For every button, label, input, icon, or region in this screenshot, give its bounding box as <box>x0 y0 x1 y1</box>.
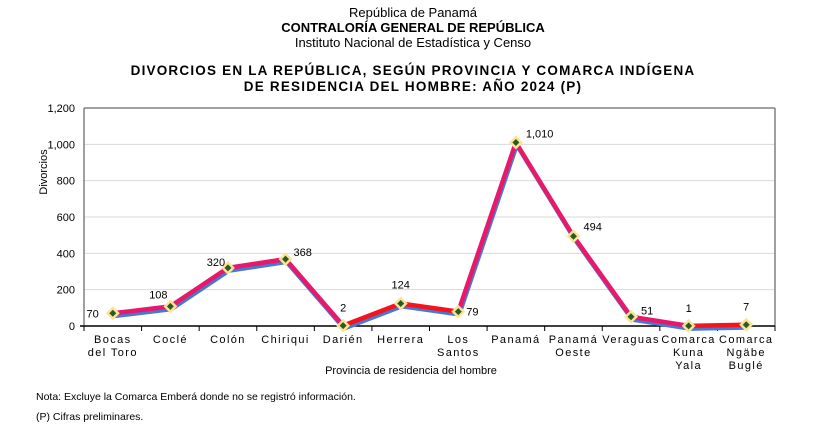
x-tick-label: Los <box>447 334 469 346</box>
y-axis-title: Divorcios <box>38 149 50 195</box>
data-point-marker-center <box>569 232 577 240</box>
data-label: 1,010 <box>526 129 554 141</box>
x-tick-label: Panamá <box>491 334 540 346</box>
footnote-exclusion: Nota: Excluye la Comarca Emberá donde no… <box>36 391 356 403</box>
y-tick-label: 400 <box>57 248 75 260</box>
data-label: 51 <box>641 306 653 318</box>
data-point-marker-center <box>512 139 520 147</box>
footnote-preliminary: (P) Cifras preliminares. <box>36 411 144 423</box>
x-tick-label: Herrera <box>377 334 424 346</box>
header-institution: CONTRALORÍA GENERAL DE REPÚBLICA <box>281 20 545 35</box>
x-tick-label: del Toro <box>88 347 138 359</box>
y-tick-label: 1,000 <box>47 139 75 151</box>
x-tick-label: Comarca <box>661 334 715 346</box>
series-line-segment <box>456 140 519 314</box>
x-axis-title: Provincia de residencia del hombre <box>325 365 497 377</box>
data-label: 2 <box>340 303 346 315</box>
data-label: 70 <box>87 308 99 320</box>
series-line-segment <box>340 301 403 328</box>
series-line-segment <box>686 322 749 329</box>
x-tick-label: Comarca <box>719 334 773 346</box>
x-tick-label: Santos <box>437 347 480 359</box>
x-tick-label: Bocas <box>94 334 132 346</box>
data-point-marker-center <box>397 299 405 307</box>
y-tick-label: 0 <box>69 321 75 333</box>
y-tick-label: 800 <box>57 176 75 188</box>
x-tick-label: Ngäbe <box>726 347 765 359</box>
data-point-marker-center <box>742 321 750 329</box>
data-label: 494 <box>583 221 601 233</box>
data-point-marker-center <box>339 322 347 330</box>
series-markers <box>105 135 754 333</box>
data-label: 108 <box>149 289 167 301</box>
y-tick-label: 600 <box>57 212 75 224</box>
series-line-segment <box>225 256 288 271</box>
series-line-segment <box>571 234 634 319</box>
header-country: República de Panamá <box>349 5 477 20</box>
x-tick-label: Oeste <box>555 347 591 359</box>
series-line-segment <box>628 314 691 329</box>
data-label: 124 <box>392 279 410 291</box>
series-lines <box>110 140 749 331</box>
y-axis-ticks: 0 200 400 600 800 1,000 1,200 <box>47 103 75 333</box>
data-labels: 70 108 320 368 2 124 79 1,010 494 51 1 7 <box>87 129 750 321</box>
data-label: 79 <box>466 307 478 319</box>
x-tick-label: Panamá <box>549 334 598 346</box>
x-tick-label: Darién <box>323 334 364 346</box>
chart-subtitle: DE RESIDENCIA DEL HOMBRE: AÑO 2024 (P) <box>243 79 583 94</box>
y-tick-label: 1,200 <box>47 103 75 115</box>
data-label: 320 <box>207 257 225 269</box>
data-point-marker-center <box>282 255 290 263</box>
series-line-shadow <box>113 143 748 331</box>
series-line-segment <box>283 256 346 328</box>
axes <box>80 107 776 327</box>
data-label: 7 <box>743 302 749 314</box>
data-point-marker-center <box>224 264 232 272</box>
series-line-segment <box>168 265 231 309</box>
data-label: 368 <box>294 247 312 259</box>
x-tick-label: Chiriqui <box>261 334 310 346</box>
x-tick-label: Yala <box>675 360 702 372</box>
data-label: 1 <box>686 303 692 315</box>
header-institute: Instituto Nacional de Estadística y Cens… <box>294 35 532 50</box>
data-point-marker-center <box>685 322 693 330</box>
y-tick-label: 200 <box>57 285 75 297</box>
x-tick-label: Colón <box>210 334 246 346</box>
gridlines <box>84 143 775 291</box>
data-point-marker-center <box>627 313 635 321</box>
chart-title: DIVORCIOS EN LA REPÚBLICA, SEGÚN PROVINC… <box>130 63 696 78</box>
x-tick-label: Buglé <box>729 360 764 372</box>
series-line-segment <box>513 140 576 239</box>
series-line-segment <box>398 301 461 314</box>
x-tick-label: Veraguas <box>602 334 660 346</box>
data-point-marker-center <box>109 309 117 317</box>
series-line-segment <box>110 304 173 316</box>
x-tick-label: Kuna <box>673 347 704 359</box>
data-point-marker-center <box>166 302 174 310</box>
data-point-marker-center <box>454 308 462 316</box>
x-tick-label: Coclé <box>153 334 188 346</box>
